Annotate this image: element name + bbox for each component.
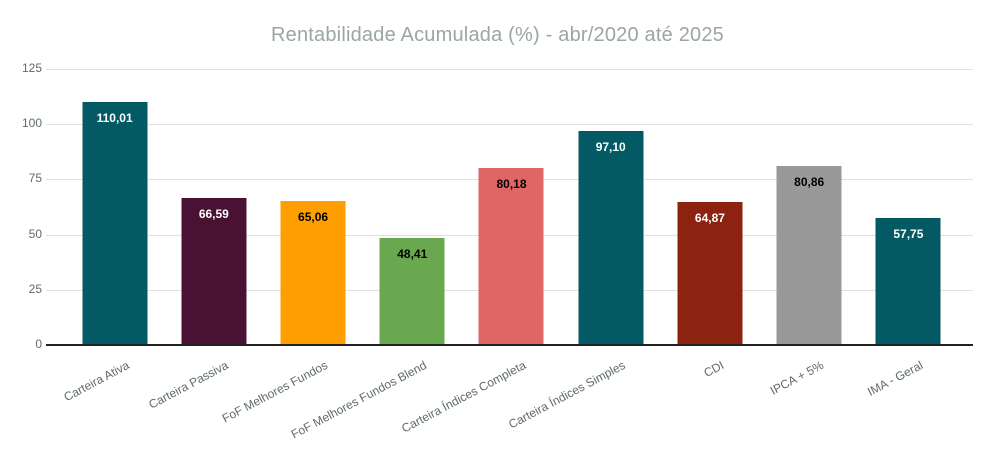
bar[interactable]: 66,59 (181, 197, 247, 345)
bar[interactable]: 48,41 (379, 238, 445, 345)
y-tick-label: 100 (21, 116, 42, 131)
bar-column: 57,75 (859, 69, 958, 345)
x-axis-labels: Carteira Ativa Carteira Passiva FoF Melhor… (61, 358, 925, 442)
bar[interactable]: 80,86 (776, 166, 842, 345)
bar-value-label: 80,18 (496, 176, 527, 191)
bar[interactable]: 97,10 (578, 130, 644, 345)
bar-value-label: 110,01 (96, 111, 133, 126)
bar-column: 65,06 (263, 69, 362, 345)
gridline (46, 124, 973, 126)
bar-column: 80,18 (462, 69, 561, 345)
bar[interactable]: 65,06 (280, 201, 346, 345)
y-tick-label: 25 (28, 281, 42, 296)
bar-column: 80,86 (760, 69, 859, 345)
y-tick-label: 0 (35, 337, 42, 351)
bar-value-label: 97,10 (595, 139, 626, 154)
x-axis: Carteira Ativa Carteira Passiva FoF Melhor… (50, 347, 973, 460)
y-tick-label: 125 (21, 61, 42, 75)
bar-column: 110,01 (65, 69, 164, 345)
bar-column: 66,59 (164, 69, 263, 345)
plot-area: 110,01 66,59 65,06 48,41 80,18 97,10 64,87 80,8… (46, 69, 973, 346)
bar[interactable]: 64,87 (677, 201, 743, 345)
bar-value-label: 80,86 (794, 175, 825, 190)
gridline (46, 69, 973, 70)
bars-region: 110,01 66,59 65,06 48,41 80,18 97,10 64,87 80,8… (65, 69, 958, 345)
x-axis-line (46, 344, 973, 346)
y-tick-label: 75 (28, 171, 42, 186)
bar-value-label: 65,06 (298, 210, 329, 225)
chart-title: Rentabilidade Acumulada (%) - abr/2020 a… (270, 24, 725, 46)
bar-column: 97,10 (561, 69, 660, 345)
bar-value-label: 57,75 (893, 226, 924, 241)
bar[interactable]: 110,01 (82, 102, 148, 345)
bar[interactable]: 80,18 (478, 167, 544, 345)
bar-value-label: 64,87 (694, 210, 725, 225)
y-axis: 0 25 50 75 100 125 (0, 61, 46, 351)
y-tick-label: 50 (28, 226, 42, 241)
bar-value-label: 66,59 (198, 206, 229, 221)
bar-value-label: 48,41 (397, 247, 428, 262)
bar[interactable]: 57,75 (875, 217, 941, 345)
bar-column: 64,87 (660, 69, 759, 345)
bar-column: 48,41 (363, 69, 462, 345)
